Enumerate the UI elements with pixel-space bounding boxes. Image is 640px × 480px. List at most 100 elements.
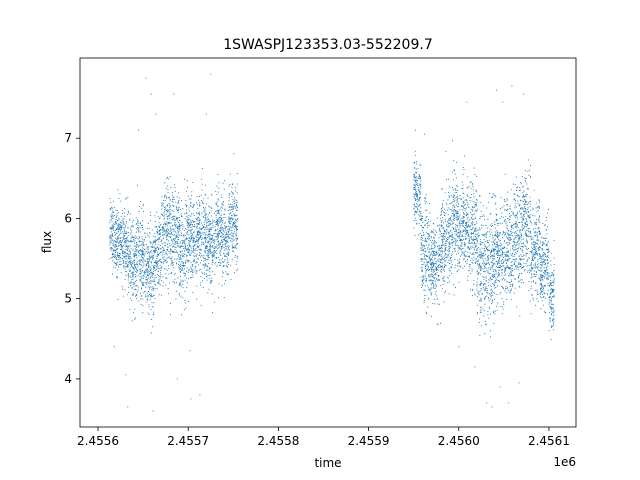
data-point bbox=[109, 238, 111, 240]
data-point bbox=[211, 252, 213, 254]
data-point bbox=[465, 224, 467, 226]
data-point bbox=[142, 312, 144, 314]
data-point bbox=[146, 246, 148, 248]
data-point bbox=[205, 184, 207, 186]
data-point bbox=[215, 262, 217, 264]
data-point bbox=[417, 197, 419, 199]
data-point bbox=[225, 255, 227, 258]
data-point bbox=[479, 251, 481, 253]
data-point bbox=[179, 243, 181, 245]
data-point bbox=[222, 244, 224, 246]
data-point bbox=[432, 248, 434, 250]
data-point bbox=[463, 225, 465, 227]
data-point bbox=[111, 226, 113, 229]
data-point bbox=[490, 266, 492, 269]
data-point bbox=[181, 267, 183, 269]
data-point bbox=[457, 218, 459, 220]
data-point bbox=[228, 248, 230, 250]
data-point bbox=[220, 235, 222, 237]
data-point bbox=[478, 227, 481, 229]
data-point bbox=[150, 280, 152, 282]
data-point bbox=[129, 253, 131, 255]
data-point bbox=[433, 242, 435, 244]
data-point bbox=[156, 273, 158, 276]
data-point bbox=[420, 180, 422, 182]
data-point bbox=[481, 227, 483, 229]
data-point bbox=[448, 195, 450, 197]
data-point bbox=[474, 230, 476, 232]
data-point bbox=[219, 242, 221, 244]
data-point bbox=[507, 204, 509, 206]
data-point bbox=[471, 194, 473, 196]
data-point bbox=[184, 239, 186, 241]
data-point bbox=[169, 242, 171, 245]
data-point bbox=[463, 251, 465, 253]
data-point bbox=[206, 228, 208, 230]
data-point bbox=[415, 202, 418, 204]
data-point bbox=[133, 255, 135, 257]
data-point bbox=[459, 233, 461, 235]
data-point bbox=[192, 221, 194, 223]
data-point bbox=[171, 210, 173, 212]
data-point bbox=[199, 204, 201, 206]
data-point bbox=[130, 260, 132, 262]
data-point bbox=[231, 217, 233, 219]
data-point bbox=[165, 273, 167, 275]
data-point bbox=[479, 299, 481, 301]
data-point bbox=[421, 269, 424, 271]
data-point bbox=[471, 294, 474, 296]
data-point bbox=[434, 234, 436, 236]
data-point bbox=[493, 322, 495, 324]
data-point bbox=[162, 281, 164, 283]
data-point bbox=[119, 256, 121, 258]
data-point bbox=[120, 241, 123, 243]
data-point bbox=[133, 262, 135, 264]
data-point bbox=[444, 264, 446, 266]
data-point bbox=[132, 278, 134, 280]
data-point bbox=[161, 239, 163, 241]
data-point bbox=[440, 208, 443, 210]
data-point bbox=[224, 245, 226, 247]
data-point bbox=[420, 258, 422, 260]
data-point bbox=[449, 259, 451, 261]
data-point bbox=[211, 256, 213, 258]
data-point bbox=[163, 214, 166, 216]
data-point bbox=[235, 245, 237, 247]
data-point bbox=[180, 285, 182, 287]
data-point bbox=[413, 162, 415, 164]
data-point bbox=[178, 192, 180, 194]
data-point bbox=[457, 236, 459, 238]
data-point bbox=[169, 251, 171, 253]
data-point bbox=[167, 211, 169, 213]
data-point bbox=[122, 233, 124, 235]
data-point bbox=[473, 206, 475, 208]
data-point bbox=[233, 202, 236, 204]
data-point bbox=[210, 229, 212, 231]
data-point bbox=[228, 218, 230, 220]
data-point bbox=[419, 204, 421, 206]
data-point bbox=[474, 205, 476, 207]
data-point bbox=[479, 217, 481, 219]
data-point bbox=[211, 277, 213, 279]
data-point bbox=[473, 233, 475, 235]
data-point bbox=[479, 266, 481, 268]
data-point bbox=[417, 201, 419, 203]
data-point bbox=[235, 225, 237, 227]
data-point bbox=[232, 198, 234, 201]
data-point bbox=[471, 182, 473, 185]
data-point bbox=[458, 281, 460, 283]
data-point bbox=[430, 231, 432, 233]
data-point bbox=[112, 234, 114, 236]
data-point bbox=[202, 202, 204, 204]
data-point bbox=[146, 252, 148, 255]
data-point bbox=[148, 272, 150, 274]
data-point bbox=[131, 230, 133, 232]
data-point bbox=[216, 257, 218, 260]
data-point bbox=[138, 211, 140, 213]
data-point bbox=[125, 242, 127, 244]
data-point bbox=[488, 254, 490, 256]
data-point bbox=[145, 265, 147, 267]
data-point bbox=[455, 240, 457, 243]
data-point bbox=[166, 239, 168, 241]
data-point bbox=[442, 211, 445, 213]
